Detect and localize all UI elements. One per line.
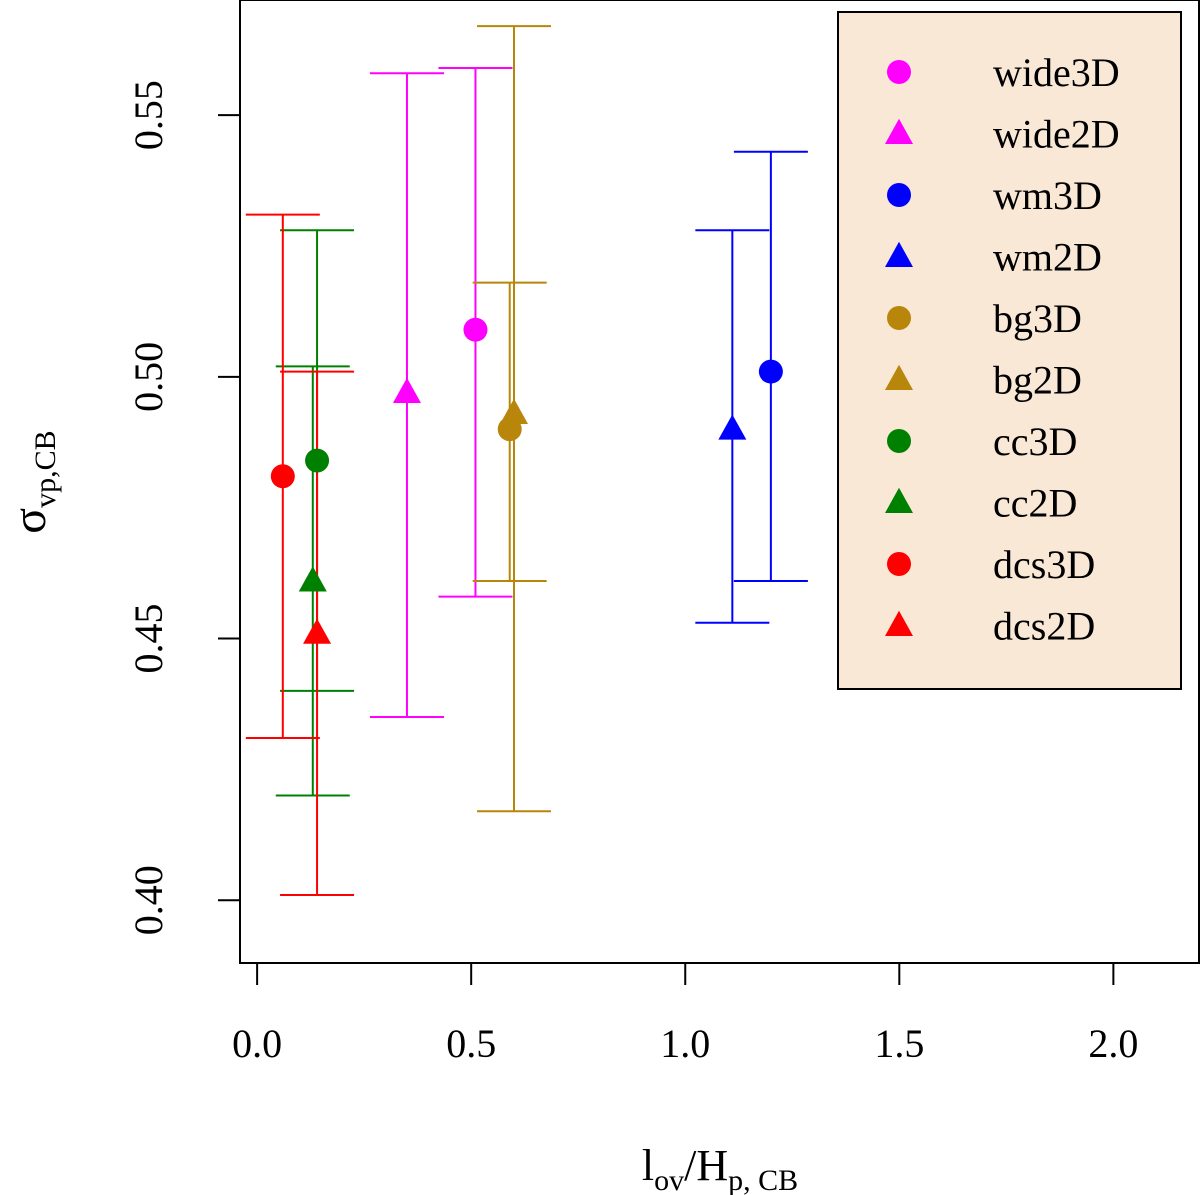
y-axis: 0.40 0.45 0.50 0.55 [126, 80, 241, 935]
legend-label-wide3D: wide3D [993, 50, 1120, 95]
legend-marker-bg2D [885, 364, 913, 390]
point-cc2D [298, 566, 327, 592]
x-axis: 0.0 0.5 1.0 1.5 2.0 [232, 962, 1138, 1066]
legend-marker-wm2D [885, 241, 913, 267]
legend-label-wm3D: wm3D [993, 173, 1102, 218]
legend: wide3D wide2D wm3D wm2D bg3D bg2D cc3D cc2D dcs3… [837, 11, 1182, 690]
y-axis-label: σvp,CB [3, 430, 62, 533]
x-axis-label: lov/Hp, CB [642, 1141, 798, 1195]
x-tick-label: 0.0 [232, 1021, 282, 1066]
point-bg2D [500, 398, 528, 424]
legend-marker-wide3D [887, 60, 911, 84]
legend-marker-cc3D [887, 429, 911, 453]
x-tick-label: 1.0 [660, 1021, 710, 1066]
x-tick-label: 1.5 [874, 1021, 924, 1066]
y-tick-label: 0.40 [126, 865, 171, 935]
legend-box [837, 11, 1182, 690]
y-tick-label: 0.55 [126, 80, 171, 150]
data-points [270, 317, 783, 644]
legend-label-cc2D: cc2D [993, 481, 1077, 526]
x-tick-label: 0.5 [446, 1021, 496, 1066]
legend-label-wm2D: wm2D [993, 235, 1102, 280]
point-wm3D [758, 359, 783, 384]
point-wide2D [392, 377, 421, 404]
legend-label-dcs3D: dcs3D [993, 542, 1095, 587]
legend-label-wide2D: wide2D [993, 112, 1120, 157]
legend-label-bg2D: bg2D [993, 358, 1082, 403]
point-wm2D [718, 414, 747, 440]
legend-label-dcs2D: dcs2D [993, 604, 1095, 649]
error-bars [245, 25, 808, 896]
legend-marker-dcs3D [887, 552, 911, 576]
y-tick-label: 0.45 [126, 604, 171, 674]
legend-marker-wide2D [885, 118, 913, 144]
point-wide3D [463, 317, 488, 342]
x-tick-label: 2.0 [1088, 1021, 1138, 1066]
legend-marker-cc2D [885, 487, 913, 513]
legend-label-bg3D: bg3D [993, 296, 1082, 341]
legend-label-cc3D: cc3D [993, 419, 1077, 464]
y-tick-label: 0.50 [126, 342, 171, 412]
point-cc3D [305, 448, 330, 473]
point-dcs2D [303, 618, 332, 644]
point-dcs3D [270, 464, 295, 489]
legend-marker-dcs2D [885, 610, 913, 636]
legend-marker-bg3D [887, 306, 911, 330]
legend-marker-wm3D [887, 183, 911, 207]
